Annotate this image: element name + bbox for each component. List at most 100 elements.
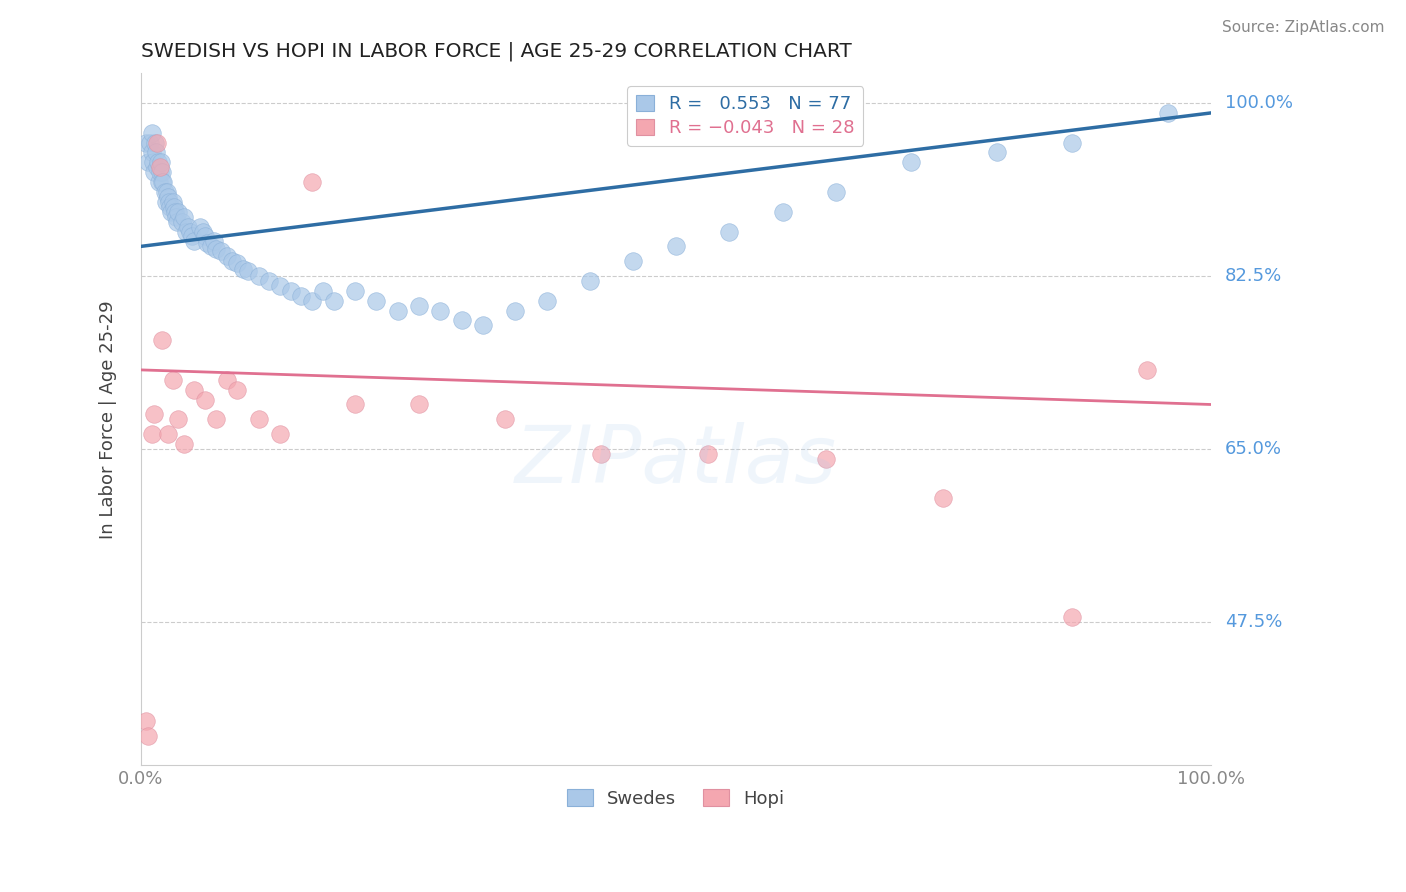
Point <box>177 219 200 234</box>
Point <box>148 175 170 189</box>
Point <box>165 210 187 224</box>
Point <box>167 204 190 219</box>
Point <box>135 136 157 150</box>
Point <box>579 274 602 288</box>
Point <box>194 392 217 407</box>
Point <box>188 219 211 234</box>
Point <box>621 254 644 268</box>
Text: ZIPatlas: ZIPatlas <box>515 422 837 500</box>
Point <box>179 225 201 239</box>
Point <box>825 185 848 199</box>
Point <box>165 204 187 219</box>
Point <box>160 204 183 219</box>
Point <box>162 194 184 209</box>
Point <box>138 155 160 169</box>
Point <box>146 155 169 169</box>
Text: Source: ZipAtlas.com: Source: ZipAtlas.com <box>1222 20 1385 35</box>
Point <box>200 239 222 253</box>
Point <box>138 136 160 150</box>
Point <box>142 155 165 169</box>
Point <box>301 175 323 189</box>
Point <box>149 161 172 175</box>
Point <box>472 318 495 333</box>
Point <box>259 274 281 288</box>
Point <box>366 293 388 308</box>
Point <box>150 165 173 179</box>
Point <box>1157 106 1180 120</box>
Point <box>536 293 558 308</box>
Point <box>269 427 291 442</box>
Point <box>149 165 172 179</box>
Text: 82.5%: 82.5% <box>1225 267 1282 285</box>
Point <box>387 303 409 318</box>
Point <box>312 284 335 298</box>
Point <box>986 145 1008 160</box>
Point <box>301 293 323 308</box>
Point <box>408 299 430 313</box>
Point <box>226 383 249 397</box>
Point <box>494 412 516 426</box>
Point <box>150 155 173 169</box>
Point <box>181 229 204 244</box>
Point <box>146 136 169 150</box>
Y-axis label: In Labor Force | Age 25-29: In Labor Force | Age 25-29 <box>100 300 117 539</box>
Text: 47.5%: 47.5% <box>1225 613 1282 631</box>
Point <box>718 225 741 239</box>
Point <box>194 229 217 244</box>
Point <box>280 284 302 298</box>
Text: 65.0%: 65.0% <box>1225 440 1282 458</box>
Text: 100.0%: 100.0% <box>1225 94 1292 112</box>
Point <box>932 491 955 506</box>
Point <box>141 427 163 442</box>
Point <box>1060 610 1083 624</box>
Point <box>142 408 165 422</box>
Point <box>247 268 270 283</box>
Point <box>138 729 160 743</box>
Text: SWEDISH VS HOPI IN LABOR FORCE | AGE 25-29 CORRELATION CHART: SWEDISH VS HOPI IN LABOR FORCE | AGE 25-… <box>141 42 852 62</box>
Point <box>226 256 249 270</box>
Point <box>174 225 197 239</box>
Point <box>195 236 218 251</box>
Point <box>146 161 169 175</box>
Point <box>814 451 837 466</box>
Point <box>429 303 451 318</box>
Point <box>900 155 922 169</box>
Point <box>221 254 243 268</box>
Point <box>191 225 214 239</box>
Point <box>141 145 163 160</box>
Legend: Swedes, Hopi: Swedes, Hopi <box>560 782 792 815</box>
Point <box>697 447 720 461</box>
Point <box>1135 363 1157 377</box>
Point <box>166 215 188 229</box>
Point <box>163 200 186 214</box>
Point <box>408 397 430 411</box>
Point <box>150 175 173 189</box>
Point <box>202 235 225 249</box>
Point <box>143 136 166 150</box>
Point <box>589 447 612 461</box>
Point <box>505 303 527 318</box>
Point <box>451 313 474 327</box>
Point <box>343 284 366 298</box>
Point <box>205 412 228 426</box>
Point <box>162 373 184 387</box>
Point <box>322 293 344 308</box>
Point <box>173 210 195 224</box>
Point <box>215 373 238 387</box>
Point <box>215 249 238 263</box>
Point <box>183 235 205 249</box>
Point <box>157 194 180 209</box>
Point <box>141 126 163 140</box>
Point <box>343 397 366 411</box>
Point <box>156 190 179 204</box>
Point <box>1060 136 1083 150</box>
Point <box>236 264 259 278</box>
Point <box>156 185 179 199</box>
Point <box>142 165 165 179</box>
Point <box>665 239 688 253</box>
Point <box>150 333 173 347</box>
Point <box>170 215 193 229</box>
Point <box>269 279 291 293</box>
Point <box>247 412 270 426</box>
Point <box>156 427 179 442</box>
